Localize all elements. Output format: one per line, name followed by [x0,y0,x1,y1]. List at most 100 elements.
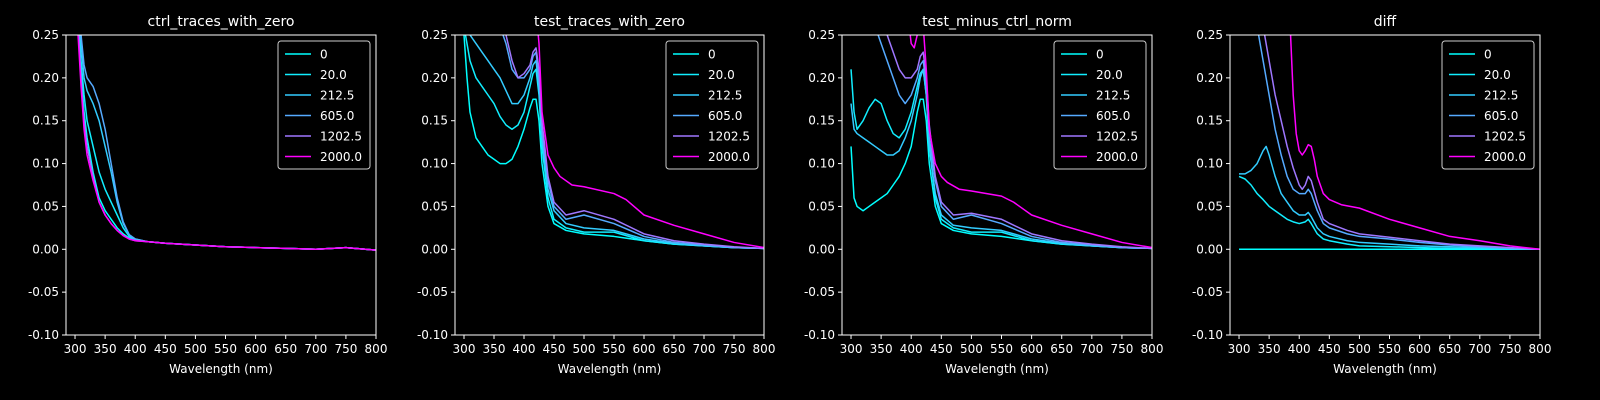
chart-panel-3: test_minus_ctrl_norm 300 350 400 450 500 550 60… [804,14,1164,376]
plot-frame [454,34,765,336]
y-tick-label: 0.00 [1196,242,1223,256]
series-group [850,35,1152,250]
series-line-1202.5 [1263,35,1540,251]
x-tick-label: 300 [64,342,87,356]
y-tick-label: -0.10 [417,328,448,342]
x-tick-label: 400 [1288,342,1311,356]
y-tick-label: 0.00 [808,242,835,256]
series-line-0 [463,35,764,250]
x-tick-label: 350 [870,342,893,356]
y-tick-label: 0.20 [421,71,448,85]
x-tick-label: 350 [1258,342,1281,356]
x-tick-label: 700 [693,342,716,356]
legend-label: 212.5 [320,89,354,103]
chart-title: test_minus_ctrl_norm [922,14,1072,30]
legend-label: 212.5 [1484,89,1518,103]
legend: 0 20.0 212.5 605.0 1202.5 2000.0 [665,40,759,170]
y-tick-label: 0.10 [1196,157,1223,171]
legend-label: 212.5 [708,89,742,103]
legend-box [277,40,371,170]
x-tick-label: 800 [365,342,388,356]
series-line-2000.0 [909,35,1152,249]
x-tick-label: 550 [603,342,626,356]
legend-label: 1202.5 [320,130,362,144]
y-tick-label: 0.10 [808,157,835,171]
series-line-605.0 [877,35,1152,250]
legend-label: 0 [1484,48,1492,62]
y-tick-label: 0.15 [421,114,448,128]
legend-label: 0 [1096,48,1104,62]
legend-box [1441,40,1535,170]
series-line-20.0 [464,35,764,250]
series-line-212.5 [850,68,1152,250]
x-tick-label: 600 [244,342,267,356]
x-tick-label: 750 [334,342,357,356]
y-tick-label: -0.05 [28,285,59,299]
x-tick-label: 650 [663,342,686,356]
legend-label: 1202.5 [1484,130,1526,144]
x-tick-label: 450 [154,342,177,356]
x-tick-label: 550 [1378,342,1401,356]
y-tick-label: 0.25 [421,28,448,42]
x-tick-label: 600 [633,342,656,356]
x-tick-label: 350 [483,342,506,356]
x-tick-label: 650 [274,342,297,356]
y-tick-label: 0.20 [1196,71,1223,85]
x-axis-label: Wavelength (nm) [169,362,273,376]
x-tick-label: 700 [1468,342,1491,356]
y-tick-label: 0.25 [1196,28,1223,42]
legend-label: 2000.0 [1484,150,1526,164]
x-axis-label: Wavelength (nm) [945,362,1049,376]
legend-label: 212.5 [1096,89,1130,103]
x-tick-label: 350 [94,342,117,356]
y-tick-label: 0.10 [32,157,59,171]
x-tick-label: 750 [723,342,746,356]
chart-title: test_traces_with_zero [534,14,685,30]
x-tick-label: 450 [543,342,566,356]
plot-frame [1229,34,1541,336]
x-tick-label: 700 [1080,342,1103,356]
y-tick-label: 0.20 [808,71,835,85]
legend: 0 20.0 212.5 605.0 1202.5 2000.0 [1053,40,1147,170]
series-line-20.0 [1238,175,1540,251]
y-tick-label: 0.05 [421,199,448,213]
series-line-605.0 [502,35,764,250]
x-tick-label: 650 [1438,342,1461,356]
series-line-605.0 [1257,35,1540,251]
y-tick-label: 0.15 [808,114,835,128]
legend-label: 605.0 [320,109,354,123]
chart-panel-1: ctrl_traces_with_zero 300 350 400 450 500 550 6… [28,14,388,376]
x-tick-label: 400 [513,342,536,356]
y-tick-label: 0.00 [32,242,59,256]
legend-label: 1202.5 [708,130,750,144]
x-tick-label: 300 [453,342,476,356]
legend-label: 0 [320,48,328,62]
y-tick-label: 0.00 [421,242,448,256]
legend-box [665,40,759,170]
legend-box [1053,40,1147,170]
legend-label: 20.0 [1484,68,1511,82]
series-line-2000.0 [77,35,376,251]
y-tick-label: -0.10 [1192,328,1223,342]
series-line-20.0 [850,68,1152,250]
x-tick-label: 750 [1498,342,1521,356]
x-tick-label: 800 [1141,342,1164,356]
chart-title: ctrl_traces_with_zero [148,14,295,30]
series-line-212.5 [469,35,764,250]
y-tick-label: 0.25 [32,28,59,42]
chart-panel-4: diff 300 350 400 450 500 550 600 650 700 750 800 -0.… [1192,14,1552,376]
x-tick-label: 600 [1020,342,1043,356]
x-tick-label: 800 [753,342,776,356]
series-group [1238,35,1540,251]
chart-panel-2: test_traces_with_zero 300 350 400 450 500 550 6… [417,14,776,376]
series-line-2000.0 [1289,35,1540,251]
legend-label: 2000.0 [708,150,750,164]
x-tick-label: 450 [1318,342,1341,356]
x-tick-label: 750 [1110,342,1133,356]
legend: 0 20.0 212.5 605.0 1202.5 2000.0 [1441,40,1535,170]
legend-label: 605.0 [708,109,742,123]
legend-label: 2000.0 [1096,150,1138,164]
x-tick-label: 550 [990,342,1013,356]
y-tick-label: 0.05 [808,199,835,213]
legend-label: 20.0 [1096,68,1123,82]
